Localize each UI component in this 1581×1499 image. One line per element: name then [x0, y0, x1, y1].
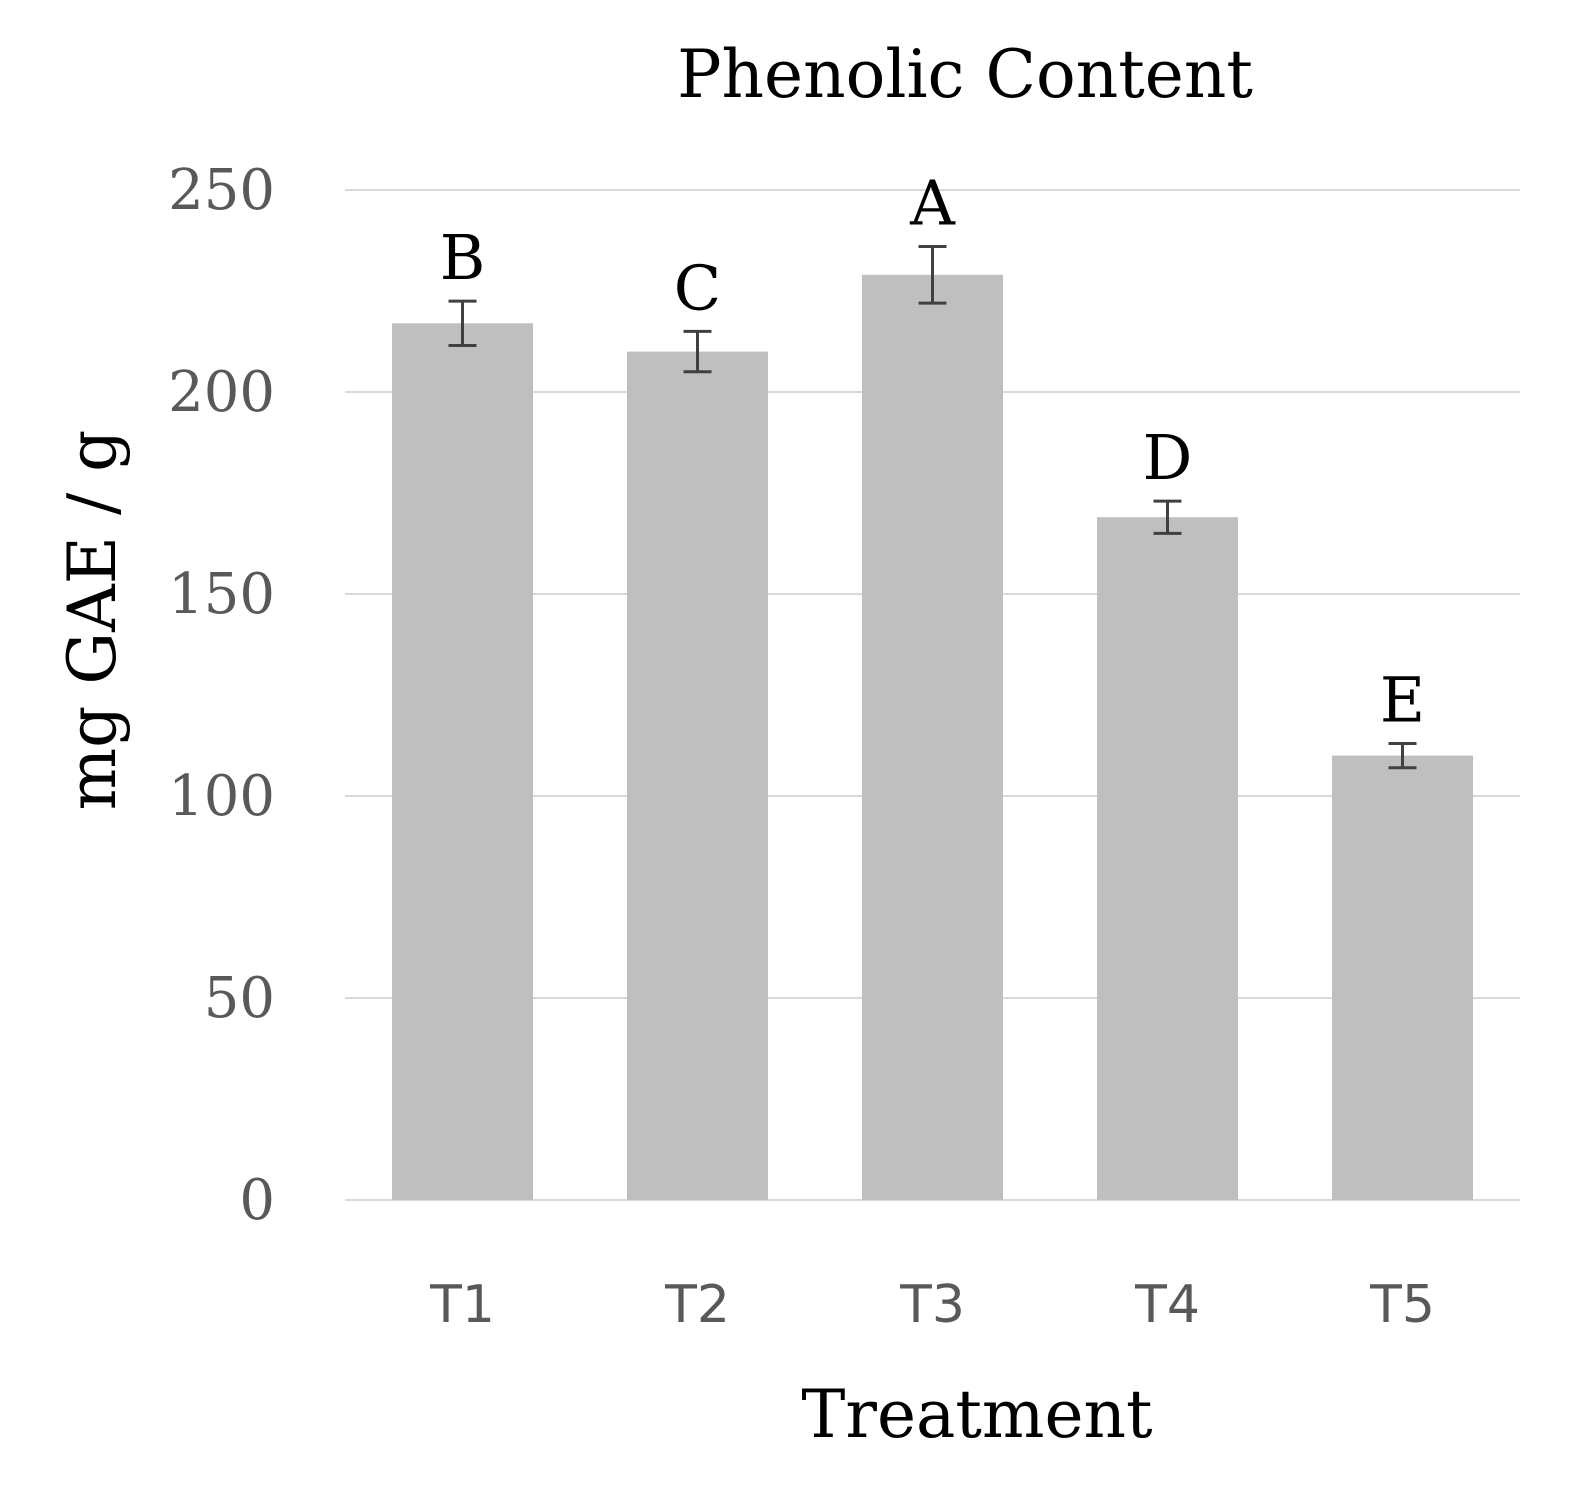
bar-T3	[862, 274, 1003, 1201]
error-bar-T3	[918, 245, 947, 305]
bar-labels: B C A D E	[440, 167, 1425, 737]
y-tick-label: 100	[168, 764, 275, 829]
bar-T5	[1332, 755, 1473, 1200]
y-tick-label: 250	[168, 158, 275, 223]
y-tick-label: 200	[168, 360, 275, 425]
bar-label-T1: B	[440, 221, 486, 294]
x-tick-T1: T1	[429, 1275, 495, 1335]
x-tick-T4: T4	[1134, 1275, 1200, 1335]
chart-title: Phenolic Content	[677, 36, 1253, 113]
bar-T1	[392, 323, 533, 1200]
x-axis-title: Treatment	[801, 1376, 1152, 1453]
x-axis-ticks: T1 T2 T3 T4 T5	[429, 1275, 1435, 1335]
error-bar-T2	[683, 329, 712, 374]
x-tick-T2: T2	[664, 1275, 730, 1335]
x-tick-T5: T5	[1369, 1275, 1435, 1335]
error-bar-T1	[448, 299, 477, 348]
bar-label-T3: A	[909, 167, 956, 240]
bar-label-T5: E	[1380, 663, 1425, 736]
y-tick-label: 150	[168, 562, 275, 627]
bars	[392, 274, 1473, 1201]
error-bar-T5	[1388, 741, 1417, 770]
error-bar-T4	[1153, 499, 1182, 535]
y-tick-label: 50	[204, 966, 275, 1031]
bar-label-T2: C	[674, 251, 721, 324]
y-axis-ticks: 0 50 100 150 200 250	[168, 158, 275, 1233]
bar-label-T4: D	[1143, 421, 1193, 494]
y-tick-label: 0	[239, 1168, 275, 1233]
error-bars	[448, 245, 1417, 770]
y-axis-title: mg GAE / g	[54, 430, 131, 811]
x-tick-T3: T3	[899, 1275, 965, 1335]
bar-T4	[1097, 517, 1238, 1200]
bar-T2	[627, 351, 768, 1201]
